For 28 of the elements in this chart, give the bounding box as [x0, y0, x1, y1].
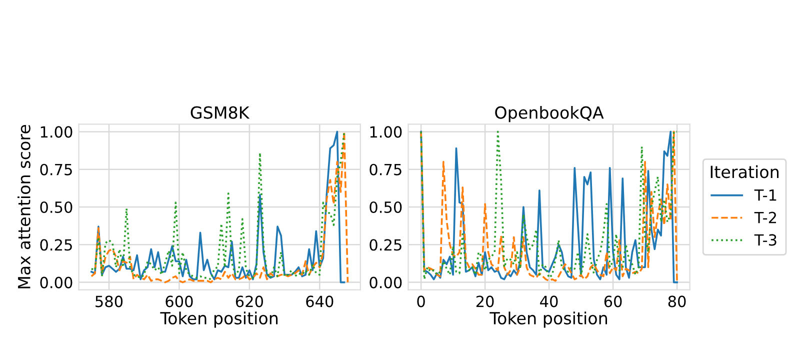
x-tick-label: 640 — [306, 296, 334, 308]
y-tick-label: 0.75 — [40, 164, 72, 176]
y-axis-title: Max attention score — [18, 124, 30, 288]
y-tick-label: 1.00 — [40, 126, 72, 138]
legend-label: T-3 — [754, 234, 776, 246]
legend-title: Iteration — [710, 165, 778, 178]
x-tick-label: 20 — [476, 296, 494, 308]
y-tick-label: 0.25 — [40, 239, 72, 251]
x-axis-title: Token position — [490, 312, 607, 328]
legend-label: T-1 — [754, 190, 776, 201]
x-axis-title: Token position — [160, 312, 278, 328]
y-tick-label: 0.50 — [370, 201, 402, 214]
x-tick-label: 40 — [540, 296, 558, 308]
x-tick-label: 580 — [96, 296, 123, 308]
y-tick-label: 0.00 — [370, 276, 402, 288]
legend-label: T-2 — [754, 212, 776, 224]
x-tick-label: 620 — [236, 296, 263, 308]
chart-title: GSM8K — [190, 106, 250, 119]
y-tick-label: 0.75 — [370, 164, 402, 176]
chart-title: OpenbookQA — [495, 106, 604, 122]
x-tick-label: 0 — [417, 296, 425, 308]
y-tick-label: 1.00 — [370, 126, 402, 138]
y-tick-label: 0.00 — [40, 276, 72, 288]
y-tick-label: 0.25 — [370, 239, 402, 251]
x-tick-label: 60 — [604, 296, 622, 308]
x-tick-label: 80 — [668, 296, 686, 308]
y-tick-label: 0.50 — [40, 201, 72, 214]
x-tick-label: 600 — [166, 296, 193, 308]
